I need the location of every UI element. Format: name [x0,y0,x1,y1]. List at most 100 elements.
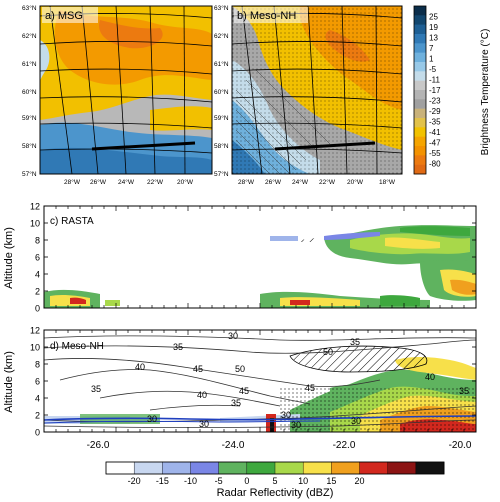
lon-label: 26°W [90,178,107,186]
altitude-tick-label: 0 [35,428,40,438]
tb-colorbar-tick-label: -55 [429,149,441,158]
lon-tick-label: -24.0 [222,440,245,451]
reflectivity-colorbar-segment [302,461,332,475]
lon-tick-label: -20.0 [449,440,472,451]
lon-label: 28°W [238,178,255,186]
tb-colorbar-tick-label: 1 [429,55,434,64]
contour-label: 45 [239,386,249,396]
altitude-tick-label: 12 [30,202,40,212]
lat-label: 58°N [22,142,37,150]
altitude-tick-label: 2 [35,287,40,297]
reflectivity-colorbar-segment [331,461,361,475]
tb-colorbar-segment [414,24,426,35]
map-lon-labels: 28°W 26°W 24°W 22°W 20°W 28°W 26°W 24°W … [64,178,396,186]
contour-label: 45 [305,383,315,393]
tb-colorbar-segment [414,164,426,175]
tb-colorbar-frame [413,5,427,175]
reflectivity-colorbar-tick-label: 15 [326,476,336,486]
tb-colorbar-segment [414,108,426,119]
contour-label: 40 [197,390,207,400]
tb-colorbar-tick-label: -23 [429,97,441,106]
lat-label: 60°N [214,88,229,96]
tb-colorbar-segment [414,80,426,91]
altitude-tick-label: 12 [30,326,40,336]
panel-rasta-label: c) RASTA [50,216,94,227]
tb-colorbar-tick-label: -17 [429,86,441,95]
altitude-tick-label: 10 [30,343,40,353]
reflectivity-colorbar-segment [162,461,191,475]
tb-colorbar-tick-label: -35 [429,118,441,127]
map-mesonh-frame [231,5,403,175]
contour-label: 45 [193,364,203,374]
contour-label: 40 [135,362,145,372]
altitude-tick-label: 6 [35,377,40,387]
altitude-title-d: Altitude (km) [3,351,15,413]
tb-colorbar-tick-label: 19 [429,23,438,32]
reflectivity-colorbar-segment [105,461,135,475]
contour-label: 35 [350,337,360,347]
lon-label: 22°W [147,178,164,186]
reflectivity-colorbar: -20 -15 -10 -5 0 5 10 15 20 [105,461,445,486]
lat-label: 60°N [22,88,37,96]
contour-label: 30 [147,414,157,424]
tb-colorbar-segment [414,71,426,81]
reflectivity-colorbar-segment [415,461,445,475]
altitude-tick-label: 8 [35,236,40,246]
contour-label: 30 [281,410,291,420]
map-msg-frame [39,5,213,175]
lon-label: 20°W [177,178,194,186]
reflectivity-colorbar-segment [133,461,163,475]
altitude-tick-label: 8 [35,360,40,370]
lat-label: 58°N [214,142,229,150]
lat-label: 57°N [214,170,229,178]
reflectivity-colorbar-tick-label: 0 [244,476,249,486]
tb-colorbar-tick-label: -5 [429,65,437,74]
tb-colorbar-tick-label: 25 [429,13,438,22]
lon-label: 22°W [319,178,336,186]
lon-tick-label: -22.0 [333,440,356,451]
contour-label: 50 [323,347,333,357]
brightness-temperature-title: Brightness Temperature (°C) [480,29,491,156]
panel-mesonh-section-label: d) Meso-NH [50,341,104,352]
reflectivity-colorbar-segment [387,461,417,475]
lon-label: 28°W [64,178,81,186]
contour-label: 35 [91,384,101,394]
altitude-tick-label: 4 [35,394,40,404]
lon-label: 18°W [379,178,396,186]
tb-colorbar-segment [414,62,426,72]
tb-colorbar-segment [414,15,426,25]
lat-label: 62°N [214,32,229,40]
tb-colorbar-segment [414,99,426,109]
lat-label: 61°N [22,60,37,68]
reflectivity-colorbar-tick-label: -5 [215,476,223,486]
reflectivity-colorbar-tick-label: -20 [128,476,141,486]
lat-label: 57°N [22,170,37,178]
tb-colorbar-segment [414,118,426,128]
tb-colorbar-segment [414,136,426,147]
lon-label: 26°W [265,178,282,186]
longitude-tick-marks [43,206,477,432]
lat-label: 59°N [214,114,229,122]
contour-label: 30 [351,416,361,426]
lat-label: 63°N [22,4,37,12]
contour-label: 50 [235,364,245,374]
lon-label: 20°W [347,178,364,186]
reflectivity-colorbar-segment [274,461,304,475]
altitude-axes: 0 2 4 6 8 10 12 0 2 4 6 8 10 12 [30,202,476,438]
reflectivity-colorbar-tick-label: -15 [156,476,169,486]
tb-colorbar-segment [414,52,426,63]
altitude-tick-label: 10 [30,219,40,229]
map-lat-labels: 63°N 62°N 61°N 60°N 59°N 58°N 57°N 63°N … [22,4,229,178]
tb-colorbar-segment [414,90,426,100]
lat-label: 63°N [214,4,229,12]
tb-colorbar-tick-label: -11 [429,76,441,85]
reflectivity-colorbar-segment [359,461,389,475]
lon-label: 24°W [292,178,309,186]
map-mesonh-label: b) Meso-NH [237,10,296,22]
altitude-tick-label: 2 [35,411,40,421]
contour-label: 30 [291,420,301,430]
reflectivity-colorbar-frame [105,461,445,475]
altitude-tick-label: 6 [35,253,40,263]
